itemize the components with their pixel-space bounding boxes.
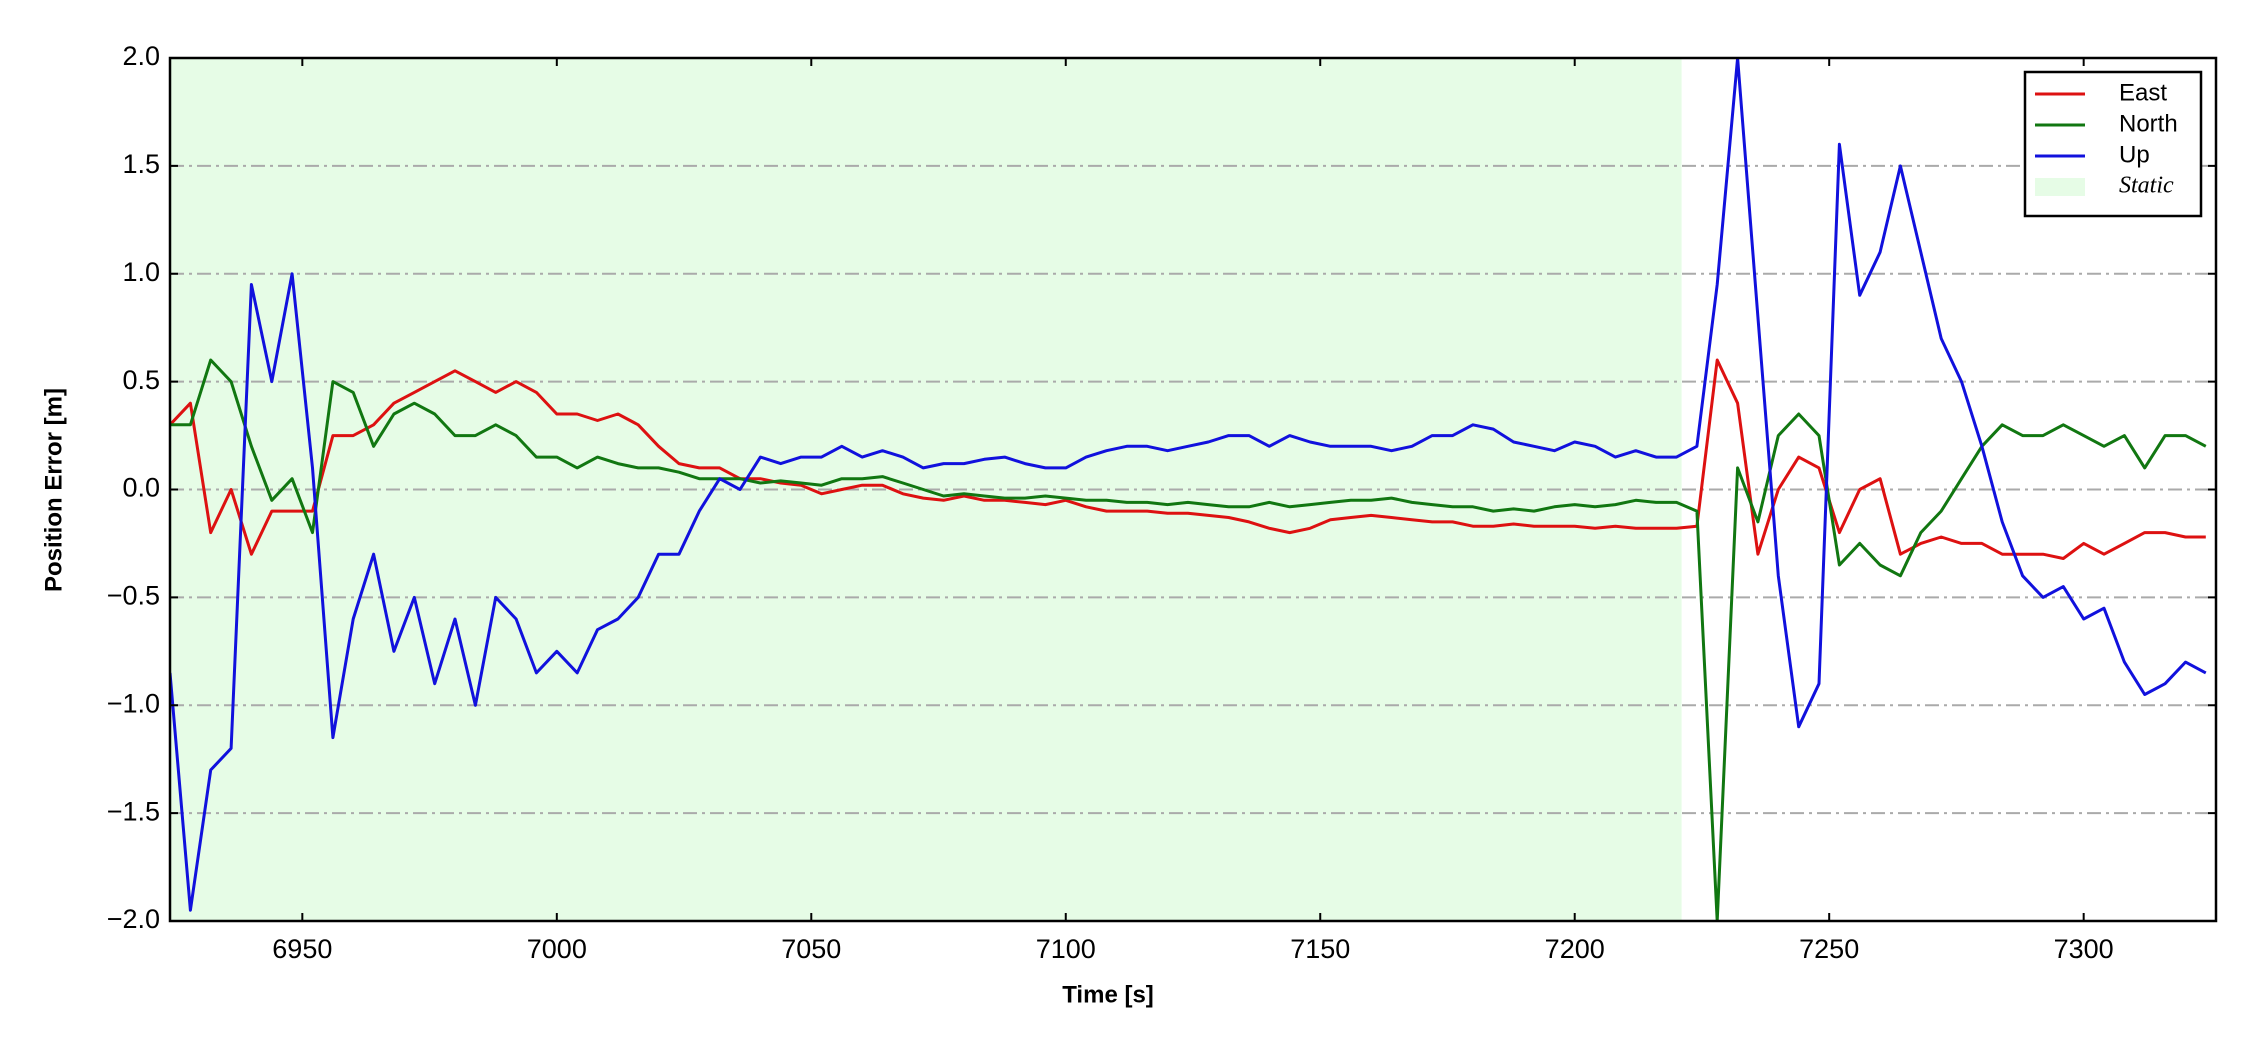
y-tick-label: −1.0 xyxy=(107,688,160,718)
legend-label: North xyxy=(2119,110,2178,137)
plot-area xyxy=(170,58,2216,921)
x-tick-label: 7250 xyxy=(1799,934,1859,964)
x-axis-label: Time [s] xyxy=(1062,981,1154,1008)
x-tick-label: 7200 xyxy=(1545,934,1605,964)
series-line xyxy=(170,358,2206,560)
x-tick-label: 7300 xyxy=(2054,934,2114,964)
y-tick-label: −0.5 xyxy=(107,581,160,611)
x-tick-label: 6950 xyxy=(272,934,332,964)
plot-frame xyxy=(168,56,2218,923)
y-tick-label: 0.0 xyxy=(122,473,160,503)
y-tick-label: 2.0 xyxy=(122,41,160,71)
legend-swatch xyxy=(2035,178,2085,196)
x-tick-label: 7100 xyxy=(1036,934,1096,964)
legend-label: Static xyxy=(2119,173,2174,199)
legend-label: East xyxy=(2119,79,2167,106)
legend: East North Up Static xyxy=(2023,70,2203,218)
series-line xyxy=(170,358,2207,921)
x-tick-label: 7150 xyxy=(1290,934,1350,964)
y-tick-label: −2.0 xyxy=(107,904,160,934)
axes: −2.0 −1.5 −1.0 −0.5 0.0 0.5 1.0 1.5 2.0 6950 7000 7… xyxy=(107,41,2218,964)
y-tick-label: 1.0 xyxy=(122,257,160,287)
y-tick-label: 1.5 xyxy=(122,149,160,179)
y-tick-label: 0.5 xyxy=(122,365,160,395)
x-tick-label: 7000 xyxy=(527,934,587,964)
legend-label: Up xyxy=(2119,141,2150,168)
y-axis-label: Position Error [m] xyxy=(40,388,67,592)
series-line xyxy=(170,58,2207,912)
x-tick-label: 7050 xyxy=(781,934,841,964)
y-tick-label: −1.5 xyxy=(107,796,160,826)
